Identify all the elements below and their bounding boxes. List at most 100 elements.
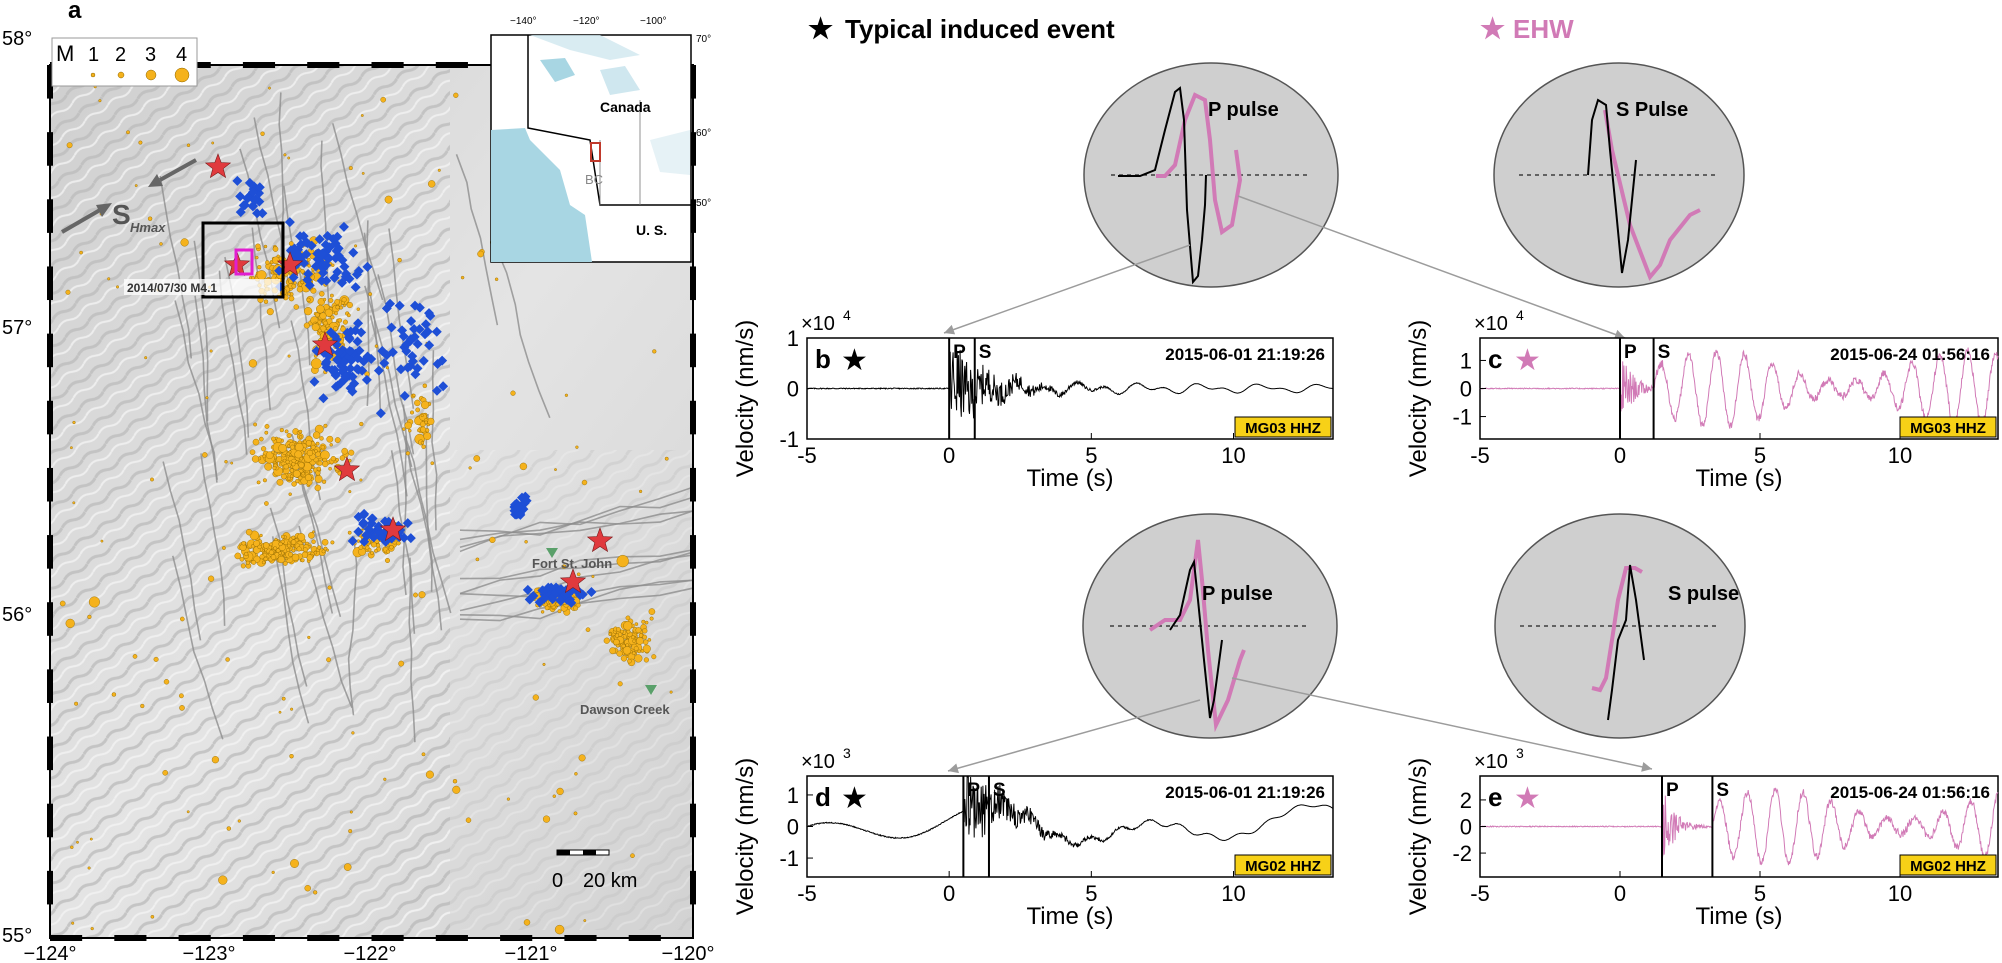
seismic-event bbox=[420, 426, 427, 433]
seismic-event bbox=[540, 610, 545, 614]
seismic-event bbox=[358, 545, 364, 550]
pulse-label: S pulse bbox=[1668, 583, 1739, 605]
seismic-event bbox=[330, 540, 335, 545]
seismic-event bbox=[291, 283, 297, 289]
seismic-event bbox=[150, 477, 154, 482]
seismic-event bbox=[327, 585, 332, 590]
seismic-event bbox=[335, 305, 340, 310]
cluster-diamond bbox=[332, 354, 343, 365]
seismic-event bbox=[319, 312, 327, 320]
seismic-event bbox=[615, 644, 620, 648]
y-multiplier-exponent: 4 bbox=[843, 307, 851, 323]
x-tick-label: 0 bbox=[943, 443, 955, 468]
seismic-event bbox=[289, 468, 295, 473]
seismic-event bbox=[265, 260, 270, 265]
pulse-ellipse-3: P pulse bbox=[1082, 513, 1338, 739]
fault-line bbox=[271, 536, 310, 724]
cluster-diamond bbox=[424, 308, 435, 319]
seismic-event bbox=[423, 432, 432, 440]
cluster-diamond bbox=[405, 360, 416, 371]
seismic-event bbox=[397, 257, 402, 263]
seismic-event bbox=[574, 772, 578, 776]
cluster-diamond bbox=[358, 356, 369, 367]
seismic-event bbox=[287, 292, 291, 296]
seismic-event bbox=[424, 420, 428, 425]
fault-line bbox=[218, 270, 248, 455]
cluster-diamond bbox=[412, 338, 423, 349]
cluster-diamond bbox=[534, 597, 545, 608]
seismic-event bbox=[163, 679, 170, 685]
p-pick-label: P bbox=[1666, 780, 1679, 801]
seismic-event bbox=[552, 794, 556, 798]
inset-us-label: U. S. bbox=[636, 222, 667, 238]
seismic-event bbox=[575, 445, 579, 449]
seismic-event bbox=[627, 658, 632, 664]
seismic-event bbox=[100, 539, 104, 543]
cluster-diamond bbox=[386, 322, 397, 333]
seismic-event bbox=[202, 452, 208, 458]
seismic-event bbox=[326, 657, 331, 663]
connector-arrowhead bbox=[1613, 329, 1625, 340]
seismic-event bbox=[89, 837, 93, 841]
fault-line bbox=[239, 148, 281, 329]
cluster-diamond bbox=[354, 345, 365, 356]
seismic-event bbox=[76, 840, 79, 844]
legend-typical-label: Typical induced event bbox=[845, 14, 1115, 44]
seismic-event bbox=[430, 461, 435, 466]
cluster-diamond bbox=[302, 238, 313, 249]
seismic-event bbox=[323, 320, 328, 326]
s-pick-label: S bbox=[1658, 342, 1671, 363]
seismic-event bbox=[329, 443, 333, 447]
y-axis-label: Velocity (nm/s) bbox=[1405, 758, 1432, 915]
pulse-ehw-trace bbox=[1591, 566, 1643, 693]
pulse-ehw-trace bbox=[1156, 92, 1243, 236]
seismic-event bbox=[304, 474, 312, 481]
seismic-event bbox=[630, 853, 635, 859]
seismic-event bbox=[307, 635, 311, 639]
panel-star: ★ bbox=[841, 343, 868, 378]
panel-timestamp: 2015-06-24 01:56:16 bbox=[1830, 783, 1990, 802]
seismic-event bbox=[253, 540, 261, 547]
seismic-event bbox=[275, 548, 281, 553]
seismic-event bbox=[452, 785, 461, 794]
seismic-event bbox=[647, 638, 652, 642]
pulse-ellipse-1: P pulse bbox=[1083, 62, 1339, 288]
seismic-event bbox=[255, 243, 261, 250]
inset-lon-120: −120° bbox=[573, 16, 600, 27]
pulse-label: S Pulse bbox=[1616, 99, 1688, 121]
cluster-diamond bbox=[329, 331, 340, 342]
seismic-event bbox=[290, 474, 294, 478]
seismic-event bbox=[244, 551, 249, 557]
s-pick-label: S bbox=[979, 342, 992, 363]
seismic-event bbox=[245, 529, 253, 536]
cluster-diamond bbox=[362, 261, 373, 272]
seismic-event bbox=[284, 429, 289, 434]
seismic-event bbox=[333, 326, 338, 331]
event-star bbox=[276, 251, 304, 277]
seismic-event bbox=[412, 393, 416, 398]
town-fort-st-john: Fort St. John bbox=[532, 556, 612, 571]
fault-line bbox=[194, 295, 218, 480]
y-tick-label: -1 bbox=[779, 846, 799, 871]
pulse-ellipse-2: S Pulse bbox=[1493, 62, 1745, 288]
fault-line bbox=[347, 536, 358, 716]
cluster-diamond bbox=[309, 376, 320, 387]
seismic-event bbox=[302, 547, 308, 553]
pulse-typical-trace bbox=[1587, 98, 1637, 274]
cluster-diamond bbox=[303, 268, 314, 279]
cluster-diamond bbox=[333, 347, 344, 358]
scale-bar: 0 20 km bbox=[552, 849, 637, 892]
seismic-event bbox=[385, 558, 391, 564]
fault-line bbox=[408, 557, 416, 743]
p-pick-label: P bbox=[967, 780, 980, 801]
seismic-event bbox=[637, 649, 642, 654]
fault-line bbox=[459, 548, 693, 595]
fault-line bbox=[425, 414, 433, 592]
cluster-diamond bbox=[247, 201, 258, 212]
seismic-event bbox=[322, 479, 327, 484]
seismic-event bbox=[311, 530, 315, 534]
station-badge bbox=[1234, 854, 1332, 876]
cluster-diamond bbox=[380, 536, 391, 547]
inset-lat-70: 70° bbox=[696, 34, 711, 45]
